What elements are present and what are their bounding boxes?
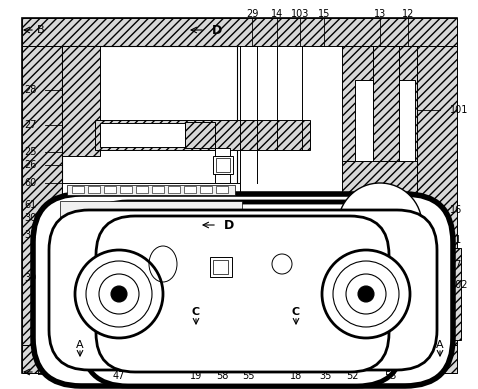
Circle shape — [333, 261, 399, 327]
Bar — [216, 186, 228, 193]
Text: 47: 47 — [113, 371, 125, 381]
FancyBboxPatch shape — [49, 210, 437, 370]
Text: 101: 101 — [450, 105, 468, 115]
Text: 30: 30 — [25, 213, 37, 223]
Text: 29: 29 — [246, 9, 258, 19]
Text: 35: 35 — [320, 371, 332, 381]
Text: 103: 103 — [291, 9, 309, 19]
Text: 11: 11 — [450, 235, 462, 245]
Text: C: C — [192, 307, 200, 317]
Bar — [100, 123, 185, 147]
Text: 13: 13 — [374, 9, 386, 19]
Text: 16: 16 — [450, 205, 462, 215]
Text: 25: 25 — [24, 147, 37, 157]
Bar — [72, 230, 414, 345]
Bar — [62, 183, 240, 199]
Circle shape — [272, 254, 292, 274]
Text: 18: 18 — [290, 371, 302, 381]
Bar — [22, 18, 457, 46]
Bar — [152, 186, 164, 193]
Bar — [184, 186, 196, 193]
Bar — [62, 248, 119, 340]
FancyBboxPatch shape — [33, 194, 453, 386]
Bar — [22, 46, 62, 345]
Bar — [22, 345, 457, 373]
Bar — [136, 186, 148, 193]
Bar — [185, 122, 215, 148]
Text: A: A — [436, 340, 444, 350]
Circle shape — [86, 261, 152, 327]
Bar — [213, 260, 228, 274]
Text: 55: 55 — [242, 371, 254, 381]
Text: 31: 31 — [25, 230, 37, 240]
Bar — [168, 186, 180, 193]
Bar — [200, 186, 212, 193]
Circle shape — [75, 250, 163, 338]
Bar — [210, 257, 232, 277]
Bar — [104, 186, 116, 193]
Bar — [56, 199, 246, 221]
Bar — [67, 185, 235, 195]
Bar — [373, 46, 399, 161]
Bar — [373, 46, 399, 161]
Bar — [60, 201, 242, 218]
Bar — [417, 46, 457, 345]
Text: B: B — [37, 25, 44, 35]
Text: B: B — [37, 367, 44, 377]
Text: D: D — [224, 219, 234, 231]
Bar — [215, 148, 230, 183]
Text: 60: 60 — [25, 178, 37, 188]
Bar — [376, 220, 417, 345]
Text: 27: 27 — [24, 120, 37, 130]
Text: 53: 53 — [384, 371, 396, 381]
Text: 102: 102 — [450, 280, 468, 290]
Bar — [100, 123, 185, 147]
Text: A: A — [76, 340, 84, 350]
Text: 15: 15 — [318, 9, 330, 19]
Text: 14: 14 — [271, 9, 283, 19]
Text: C: C — [292, 307, 300, 317]
Circle shape — [338, 183, 422, 267]
Bar — [120, 186, 132, 193]
Text: 58: 58 — [216, 371, 228, 381]
Circle shape — [322, 250, 410, 338]
Bar — [88, 186, 100, 193]
Bar — [355, 80, 415, 161]
Circle shape — [358, 286, 374, 302]
Bar — [213, 156, 233, 174]
Bar — [72, 186, 84, 193]
Text: 26: 26 — [25, 160, 37, 170]
Text: 52: 52 — [346, 371, 358, 381]
FancyBboxPatch shape — [82, 202, 403, 386]
Circle shape — [111, 286, 127, 302]
Text: 61: 61 — [25, 200, 37, 210]
Text: 39: 39 — [25, 273, 37, 283]
Bar — [62, 46, 100, 156]
Bar — [62, 46, 237, 211]
Text: D: D — [212, 23, 222, 37]
Bar — [216, 158, 230, 172]
Text: 19: 19 — [190, 371, 202, 381]
Text: 17: 17 — [450, 260, 462, 270]
Circle shape — [346, 274, 386, 314]
Bar — [62, 220, 134, 345]
Circle shape — [99, 274, 139, 314]
Text: 12: 12 — [402, 9, 414, 19]
Bar — [342, 161, 417, 311]
FancyBboxPatch shape — [96, 216, 389, 372]
Bar — [399, 46, 417, 161]
Text: 28: 28 — [25, 85, 37, 95]
Bar — [95, 120, 310, 150]
Bar — [404, 248, 461, 340]
Bar — [342, 46, 417, 161]
